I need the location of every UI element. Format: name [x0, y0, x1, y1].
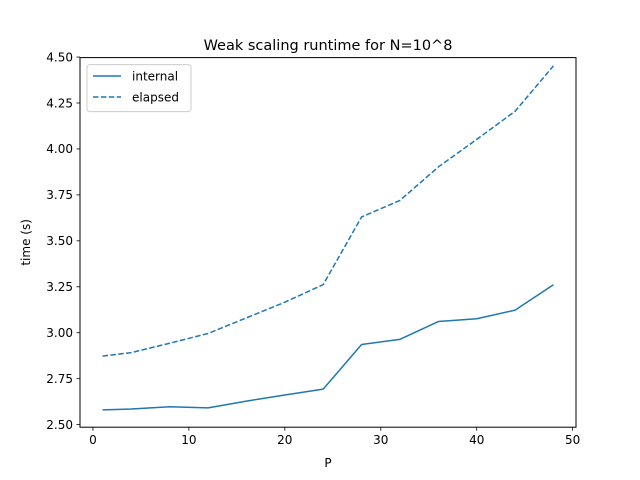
- y-tick-label: 2.50: [46, 418, 73, 432]
- y-tick-label: 4.50: [46, 50, 73, 64]
- x-tick-label: 30: [373, 433, 388, 447]
- plot-area: [79, 57, 577, 428]
- y-tick-label: 2.75: [46, 372, 73, 386]
- chart-title: Weak scaling runtime for N=10^8: [204, 38, 453, 54]
- y-tick-label: 3.00: [46, 326, 73, 340]
- series-line-elapsed: [102, 65, 555, 357]
- x-tick-label: 10: [181, 433, 196, 447]
- legend-label-elapsed: elapsed: [132, 91, 179, 105]
- y-tick-label: 4.25: [46, 96, 73, 110]
- y-tick-label: 3.75: [46, 188, 73, 202]
- legend: internal elapsed: [86, 64, 192, 113]
- x-axis-ticks: 0 10 20 30 40 50: [89, 427, 580, 447]
- series-line-internal: [102, 284, 554, 411]
- x-tick-label: 20: [277, 433, 292, 447]
- series-layer: [102, 65, 555, 411]
- x-tick-label: 40: [469, 433, 484, 447]
- legend-label-internal: internal: [132, 70, 178, 84]
- y-tick-label: 3.50: [46, 234, 73, 248]
- x-axis-label: P: [324, 456, 331, 470]
- x-tick-label: 50: [565, 433, 580, 447]
- y-axis-ticks: 2.50 2.75 3.00 3.25 3.50 3.75 4.00 4.25 4.50: [46, 50, 80, 432]
- x-tick-label: 0: [89, 433, 97, 447]
- y-axis-label: time (s): [19, 219, 33, 266]
- axes-frame: [79, 57, 577, 428]
- y-tick-label: 3.25: [46, 280, 73, 294]
- y-tick-label: 4.00: [46, 142, 73, 156]
